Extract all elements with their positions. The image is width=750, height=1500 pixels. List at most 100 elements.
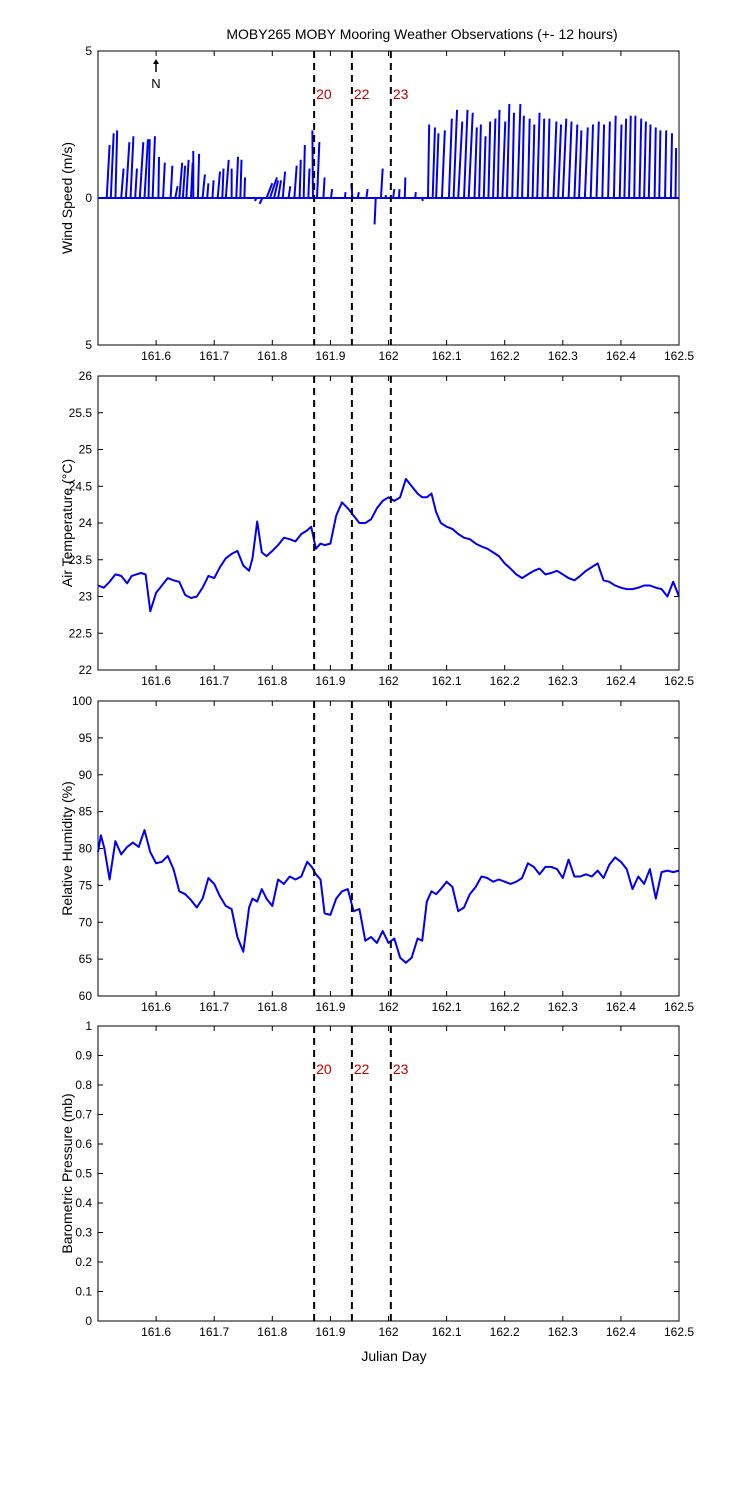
wind-stick	[501, 121, 507, 199]
wind-stick	[109, 133, 115, 199]
x-tick-label: 162.1	[432, 1000, 462, 1014]
y-tick-label: 0.6	[75, 1137, 92, 1151]
wind-stick	[185, 159, 190, 199]
wind-stick	[392, 189, 396, 199]
wind-stick	[431, 127, 436, 199]
y-tick-label: 0.7	[75, 1108, 92, 1122]
wind-stick	[124, 142, 131, 199]
x-tick-label: 161.7	[199, 349, 229, 363]
panels: 161.6 161.7 161.8 161.9 162 162.1 162.2 162.3 16…	[59, 44, 694, 1339]
x-tick-label: 162.4	[606, 1000, 636, 1014]
wind-stick	[178, 162, 184, 199]
wind-stick	[169, 165, 174, 199]
y-axis-label: Relative Humidity (%)	[59, 781, 75, 916]
x-tick-label: 161.7	[199, 1325, 229, 1339]
north-arrow-icon	[153, 59, 159, 64]
wind-stick	[114, 130, 119, 199]
y-tick-label: 5	[85, 44, 92, 58]
panel-4: 161.6 161.7 161.8 161.9 162 162.1 162.2 162.3 16…	[59, 1019, 694, 1339]
wind-stick	[552, 121, 558, 199]
wind-stick	[384, 194, 388, 199]
data-series-line	[97, 829, 680, 964]
wind-stick	[638, 118, 643, 199]
x-tick-label: 161.9	[315, 1000, 345, 1014]
wind-stick	[105, 145, 111, 199]
x-tick-label: 162.1	[432, 1325, 462, 1339]
marker-label: 23	[393, 1061, 409, 1077]
x-tick-label: 161.6	[141, 1325, 171, 1339]
x-tick-label: 162.5	[664, 1325, 694, 1339]
wind-stick	[243, 177, 246, 199]
wind-stick	[322, 177, 326, 199]
x-tick-label: 162.4	[606, 1325, 636, 1339]
wind-stick	[356, 191, 360, 199]
x-tick-label: 162.4	[606, 674, 636, 688]
marker-label: 22	[354, 86, 370, 102]
x-tick-label: 162.3	[548, 1325, 578, 1339]
wind-stick	[589, 124, 595, 199]
figure-title: MOBY265 MOBY Mooring Weather Observation…	[226, 26, 617, 42]
y-tick-label: 0.1	[75, 1285, 92, 1299]
wind-stick	[496, 109, 501, 199]
wind-stick	[224, 159, 230, 199]
wind-stick	[601, 124, 606, 199]
x-tick-label: 161.9	[315, 674, 345, 688]
wind-stick	[239, 159, 243, 199]
wind-stick	[467, 112, 474, 199]
wind-stick	[414, 192, 417, 199]
wind-stick	[307, 168, 311, 199]
y-tick-label: 85	[79, 805, 93, 819]
wind-stick	[373, 197, 377, 225]
y-tick-label: 0	[85, 1314, 92, 1328]
y-tick-label: 22	[79, 663, 93, 677]
axes-box	[97, 375, 680, 671]
x-tick-label: 161.7	[199, 1000, 229, 1014]
y-tick-label: 0.5	[75, 1167, 92, 1181]
wind-stick	[557, 124, 563, 199]
wind-stick	[403, 177, 407, 199]
x-tick-label: 162.2	[490, 1000, 520, 1014]
wind-stick	[647, 124, 652, 199]
x-tick-label: 162.5	[664, 1000, 694, 1014]
wind-stick	[567, 121, 573, 199]
y-tick-label: 70	[79, 915, 93, 929]
wind-stick	[561, 118, 568, 199]
wind-stick	[457, 121, 464, 199]
wind-stick	[541, 118, 546, 199]
y-axis-label: Air Temperature (°C)	[59, 459, 75, 587]
data-series-line	[97, 477, 680, 613]
wind-stick	[281, 171, 287, 199]
wind-stick	[302, 145, 306, 199]
wind-stick	[235, 156, 240, 199]
x-tick-label: 161.6	[141, 1000, 171, 1014]
wind-stick	[298, 159, 302, 199]
wind-stick	[546, 118, 551, 199]
x-tick-label: 161.9	[315, 349, 345, 363]
x-tick-label: 162.4	[606, 349, 636, 363]
x-tick-label: 161.9	[315, 1325, 345, 1339]
y-tick-label: 75	[79, 878, 93, 892]
y-tick-label: 24.5	[69, 479, 93, 493]
y-axis-label: Barometric Pressure (mb)	[59, 1093, 75, 1253]
x-tick-label: 162.2	[490, 1325, 520, 1339]
wind-stick	[583, 127, 589, 199]
wind-stick	[440, 130, 446, 199]
y-tick-label: 80	[79, 842, 93, 856]
y-tick-label: 65	[79, 952, 93, 966]
y-tick-label: 0.3	[75, 1226, 92, 1240]
y-tick-label: 90	[79, 768, 93, 782]
wind-stick	[573, 124, 579, 199]
x-tick-label: 162.1	[432, 674, 462, 688]
x-tick-label: 161.8	[257, 674, 287, 688]
x-tick-label: 162.2	[490, 674, 520, 688]
x-tick-label: 162	[378, 349, 398, 363]
y-tick-label: 0.4	[75, 1196, 92, 1210]
wind-stick	[427, 124, 431, 199]
wind-stick	[120, 168, 125, 199]
wind-stick	[511, 112, 515, 199]
x-tick-label: 161.8	[257, 349, 287, 363]
wind-stick	[343, 192, 347, 199]
wind-stick	[201, 174, 206, 199]
panel-2: 161.6 161.7 161.8 161.9 162 162.1 162.2 162.3 16…	[59, 369, 694, 688]
wind-stick	[329, 189, 334, 199]
